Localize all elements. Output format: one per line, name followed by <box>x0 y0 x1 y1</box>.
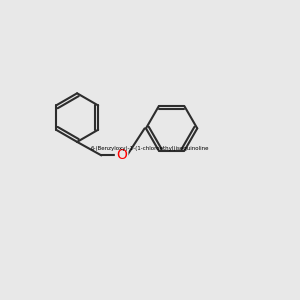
Text: O: O <box>116 148 127 162</box>
Text: 6-(Benzyloxy)-1-(1-chloroethyl)isoquinoline: 6-(Benzyloxy)-1-(1-chloroethyl)isoquinol… <box>91 146 209 151</box>
